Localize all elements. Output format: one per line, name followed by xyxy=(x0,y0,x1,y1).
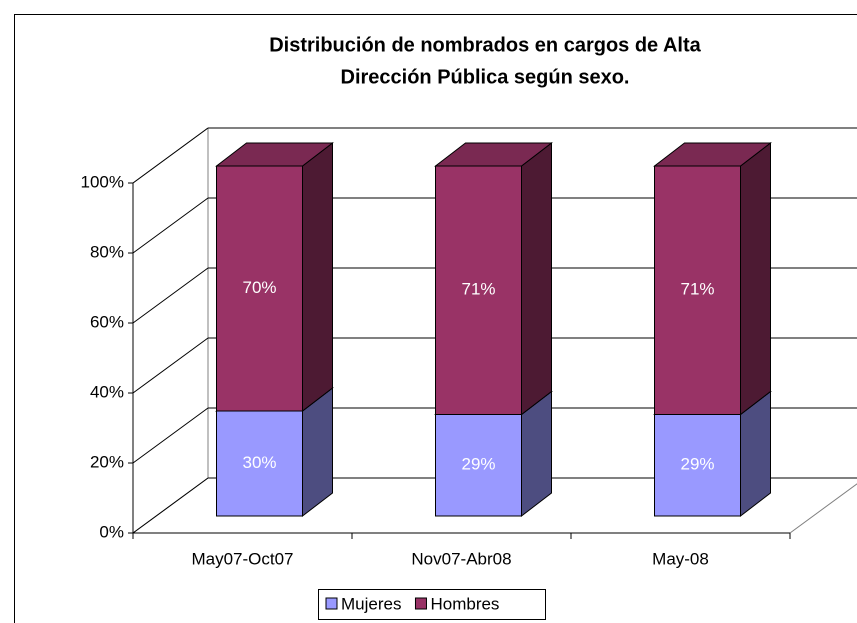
legend-label: Hombres xyxy=(430,594,499,613)
legend-swatch xyxy=(325,597,338,610)
data-label: 29% xyxy=(680,455,714,474)
grid-line xyxy=(132,337,209,394)
data-label: 71% xyxy=(461,280,495,299)
grid-line xyxy=(132,477,209,534)
bar-side xyxy=(302,141,333,413)
legend-label: Mujeres xyxy=(341,594,401,613)
grid-line xyxy=(132,197,209,254)
bar-segment xyxy=(216,410,303,517)
data-label: 30% xyxy=(242,453,276,472)
legend-box xyxy=(318,589,546,620)
bar-segment xyxy=(654,165,741,415)
bar-top xyxy=(653,142,772,167)
bar-segment xyxy=(435,414,522,517)
chart-title: Distribución de nombrados en cargos de A… xyxy=(269,34,701,56)
x-tick-label: May-08 xyxy=(652,549,709,568)
bar-segment xyxy=(435,165,522,415)
y-tick-label: 60% xyxy=(90,312,124,331)
bar-top xyxy=(434,142,553,167)
chart-title: Dirección Pública según sexo. xyxy=(341,66,630,88)
bar-side xyxy=(740,141,771,416)
data-label: 71% xyxy=(680,280,714,299)
bar-side xyxy=(521,141,552,416)
x-tick-label: Nov07-Abr08 xyxy=(411,549,511,568)
x-tick-label: May07-Oct07 xyxy=(191,549,293,568)
grid-line xyxy=(132,267,209,324)
data-label: 70% xyxy=(242,278,276,297)
y-tick-label: 20% xyxy=(90,452,124,471)
bar-segment xyxy=(654,414,741,517)
grid-line xyxy=(132,127,209,184)
bar-segment xyxy=(216,165,303,412)
y-tick-label: 0% xyxy=(99,522,124,541)
data-label: 29% xyxy=(461,455,495,474)
y-tick-label: 80% xyxy=(90,242,124,261)
y-tick-label: 100% xyxy=(81,172,124,191)
y-tick-label: 40% xyxy=(90,382,124,401)
legend-swatch xyxy=(414,597,427,610)
grid-line xyxy=(132,407,209,464)
bar-top xyxy=(215,142,334,167)
